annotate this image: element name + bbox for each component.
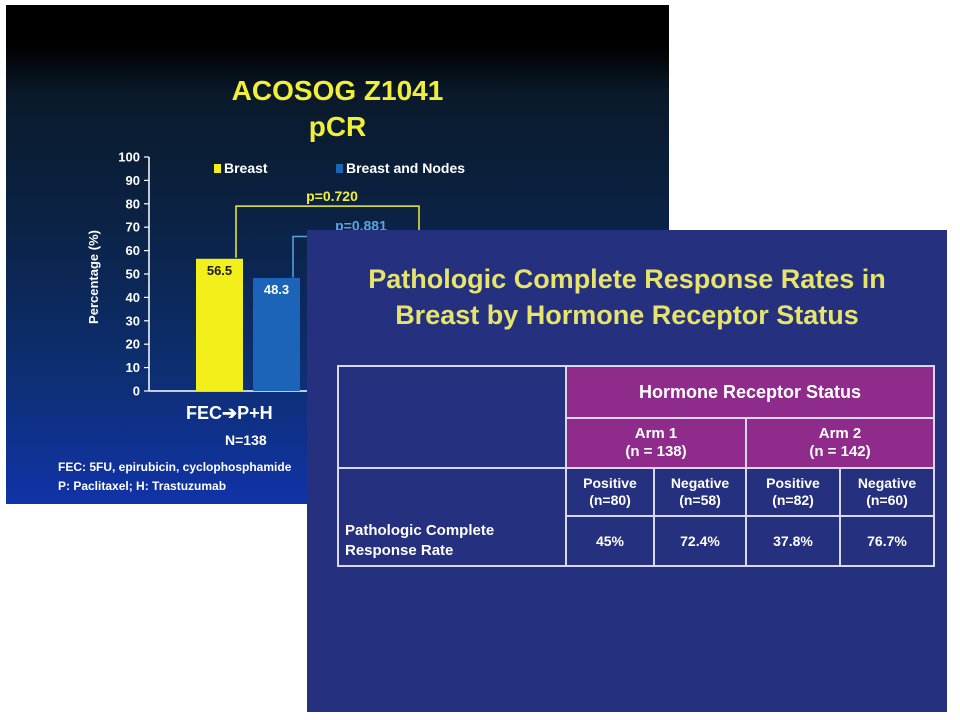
y-tick-label: 10 bbox=[126, 360, 140, 375]
footnote-line-1: FEC: 5FU, epirubicin, cyclophosphamide bbox=[58, 460, 292, 474]
p-value-label: p=0.881 bbox=[335, 218, 387, 234]
back-slide-title: ACOSOG Z1041 bbox=[231, 75, 444, 106]
p-value-bracket-nodes bbox=[292, 235, 308, 278]
subheader-n: (n=60) bbox=[866, 492, 908, 508]
data-label: 48.3 bbox=[264, 282, 289, 297]
n-count-label: N=138 bbox=[225, 432, 267, 448]
bars: 56.5 48.3 bbox=[196, 258, 300, 391]
y-tick-label: 60 bbox=[126, 243, 140, 258]
y-tick-label: 80 bbox=[126, 196, 140, 211]
arm-1-label: Arm 1 bbox=[634, 425, 678, 442]
y-tick-label: 40 bbox=[126, 290, 140, 305]
footnote-line-2: P: Paclitaxel; H: Trastuzumab bbox=[58, 479, 227, 493]
table-corner-cell bbox=[337, 365, 567, 469]
bar-breast bbox=[196, 258, 243, 391]
value-arm1-positive: 45% bbox=[565, 515, 655, 567]
arm-2-header: Arm 2 (n = 142) bbox=[745, 417, 935, 469]
subheader-arm2-positive: Positive (n=82) bbox=[745, 467, 841, 517]
x-category-label: FEC➔P+H bbox=[186, 403, 273, 423]
p-value-label: p=0.720 bbox=[306, 188, 358, 204]
subheader-arm1-negative: Negative (n=58) bbox=[653, 467, 747, 517]
subheader-label: Negative bbox=[857, 475, 917, 492]
row-label-line-2: Response Rate bbox=[345, 541, 454, 559]
y-tick-label: 0 bbox=[133, 384, 140, 399]
data-label: 56.5 bbox=[207, 263, 232, 278]
y-tick-label: 20 bbox=[126, 337, 140, 352]
legend: Breast Breast and Nodes bbox=[214, 160, 465, 176]
subheader-arm2-negative: Negative (n=60) bbox=[839, 467, 935, 517]
value-arm2-negative: 76.7% bbox=[839, 515, 935, 567]
legend-swatch bbox=[214, 164, 221, 173]
hormone-receptor-table: Hormone Receptor Status Arm 1 (n = 138) … bbox=[337, 365, 935, 567]
annotations: p=0.720 p=0.881 bbox=[235, 188, 420, 278]
subheader-n: (n=80) bbox=[589, 492, 631, 508]
y-tick-label: 50 bbox=[126, 267, 140, 282]
p-value-bracket-breast bbox=[235, 205, 420, 258]
row-label-cell: Pathologic Complete Response Rate bbox=[337, 467, 567, 567]
legend-label: Breast and Nodes bbox=[346, 160, 465, 176]
subheader-label: Negative bbox=[670, 475, 730, 492]
arm-2-n: (n = 142) bbox=[809, 443, 871, 460]
y-tick-label: 90 bbox=[126, 173, 140, 188]
pcr-bar-chart: Percentage (%) 0 10 20 30 40 50 60 70 80 90 100 56… bbox=[86, 150, 465, 399]
y-tick-label: 100 bbox=[118, 150, 140, 165]
subheader-n: (n=82) bbox=[772, 492, 814, 508]
subheader-label: Positive bbox=[766, 475, 820, 492]
value-arm2-positive: 37.8% bbox=[745, 515, 841, 567]
arm-1-n: (n = 138) bbox=[625, 443, 687, 460]
arm-2-label: Arm 2 bbox=[818, 425, 862, 442]
subheader-n: (n=58) bbox=[679, 492, 721, 508]
subheader-arm1-positive: Positive (n=80) bbox=[565, 467, 655, 517]
front-slide: Pathologic Complete Response Rates in Br… bbox=[307, 230, 947, 712]
row-label-line-1: Pathologic Complete bbox=[345, 521, 495, 539]
y-axis-label: Percentage (%) bbox=[86, 230, 101, 324]
value-arm1-negative: 72.4% bbox=[653, 515, 747, 567]
front-slide-title-line-2: Breast by Hormone Receptor Status bbox=[395, 300, 859, 330]
y-tick-label: 70 bbox=[126, 220, 140, 235]
back-slide-subtitle: pCR bbox=[308, 111, 367, 142]
y-axis: 0 10 20 30 40 50 60 70 80 90 100 bbox=[118, 150, 336, 399]
legend-label: Breast bbox=[224, 160, 268, 176]
arm-1-header: Arm 1 (n = 138) bbox=[565, 417, 747, 469]
subheader-label: Positive bbox=[583, 475, 637, 492]
y-tick-label: 30 bbox=[126, 313, 140, 328]
front-slide-title-line-1: Pathologic Complete Response Rates in bbox=[368, 264, 886, 294]
legend-swatch bbox=[336, 164, 343, 173]
bar-breast-and-nodes bbox=[253, 277, 300, 391]
table-header: Hormone Receptor Status bbox=[565, 365, 935, 419]
